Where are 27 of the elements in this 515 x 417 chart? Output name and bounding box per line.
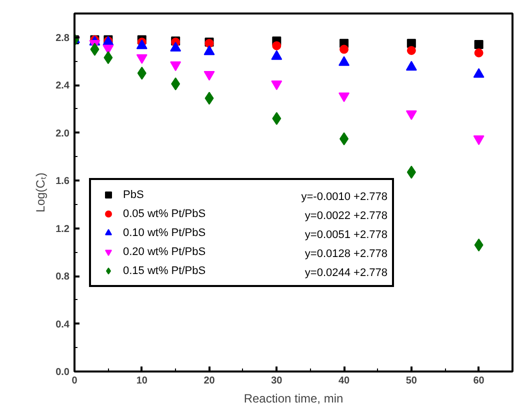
x-tick-label: 40 — [338, 376, 350, 386]
x-tick-label: 0 — [72, 376, 78, 386]
legend-label: 0.20 wt% Pt/PbS — [123, 246, 206, 258]
x-tick-label: 60 — [473, 376, 485, 386]
x-tick-label: 10 — [136, 376, 148, 386]
x-tick-label: 50 — [406, 376, 418, 386]
annotation: y=0.0051 +2.778 — [304, 229, 388, 241]
x-axis-title: Reaction time, min — [244, 392, 344, 406]
legend-label: 0.15 wt% Pt/PbS — [123, 264, 206, 276]
y-tick-label: 0.8 — [56, 272, 70, 283]
y-tick-label: 2.0 — [56, 128, 70, 140]
y-tick-label: 2.4 — [56, 80, 70, 92]
annotation: y=0.0128 +2.778 — [304, 248, 388, 260]
legend-label: PbS — [123, 188, 144, 200]
legend-label: 0.10 wt% Pt/PbS — [123, 226, 206, 238]
annotation: y=0.0022 +2.778 — [304, 210, 388, 222]
legend-label: 0.05 wt% Pt/PbS — [123, 208, 206, 220]
y-tick-label: 1.6 — [56, 176, 70, 188]
y-tick-label: 0.4 — [56, 319, 70, 330]
y-axis-title: Log(Cₜ) — [34, 172, 48, 212]
y-tick-label: 1.2 — [56, 224, 70, 235]
y-tick-label: 0.0 — [56, 367, 70, 378]
x-tick-label: 20 — [204, 376, 216, 386]
annotation: y=0.0244 +2.778 — [304, 267, 388, 279]
x-tick-label: 30 — [271, 376, 283, 386]
y-tick-label: 2.8 — [56, 32, 70, 44]
annotation: y=-0.0010 +2.778 — [301, 191, 388, 203]
